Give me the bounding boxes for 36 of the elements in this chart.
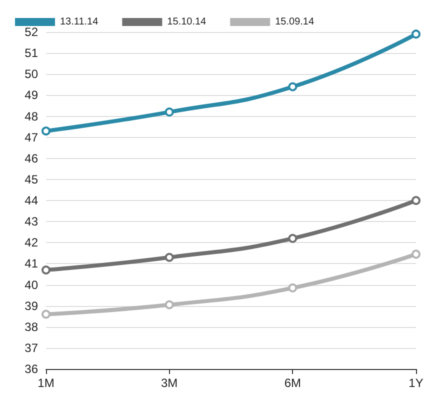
point [164, 108, 174, 117]
point [412, 196, 420, 205]
y-tick-label: 52 [24, 25, 38, 39]
legend-label: 15.09.14 [275, 16, 314, 28]
point [42, 310, 50, 319]
x-tick-label: 1Y [408, 376, 424, 390]
legend-label: 15.10.14 [167, 16, 207, 28]
y-tick-label: 37 [24, 340, 38, 355]
point [288, 283, 298, 292]
y-tick-label: 48 [24, 109, 38, 124]
point [42, 266, 50, 275]
y-tick-label: 51 [24, 46, 38, 60]
y-tick-label: 42 [24, 236, 38, 250]
y-tick-label: 39 [24, 298, 38, 313]
y-tick-label: 44 [24, 194, 38, 208]
y-tick-label: 46 [24, 151, 38, 166]
y-tick-label: 38 [24, 320, 38, 334]
y-tick-label: 43 [24, 214, 38, 229]
point [164, 300, 174, 310]
point [288, 82, 298, 92]
point [42, 126, 50, 136]
y-tick-label: 47 [24, 130, 38, 144]
x-tick-label: 1M [38, 376, 54, 390]
y-tick-label: 49 [24, 88, 38, 102]
legend-label: 13.11.14 [60, 16, 99, 28]
y-tick-label: 40 [24, 278, 38, 292]
y-tick-label: 45 [24, 172, 38, 186]
point [164, 252, 174, 262]
x-tick-label: 3M [160, 376, 178, 390]
y-tick-label: 50 [24, 67, 38, 82]
point [412, 30, 420, 39]
y-tick-label: 36 [24, 362, 38, 376]
y-tick-label: 41 [24, 256, 38, 271]
point [288, 234, 298, 243]
x-tick-label: 6M [284, 376, 302, 390]
point [412, 250, 420, 259]
